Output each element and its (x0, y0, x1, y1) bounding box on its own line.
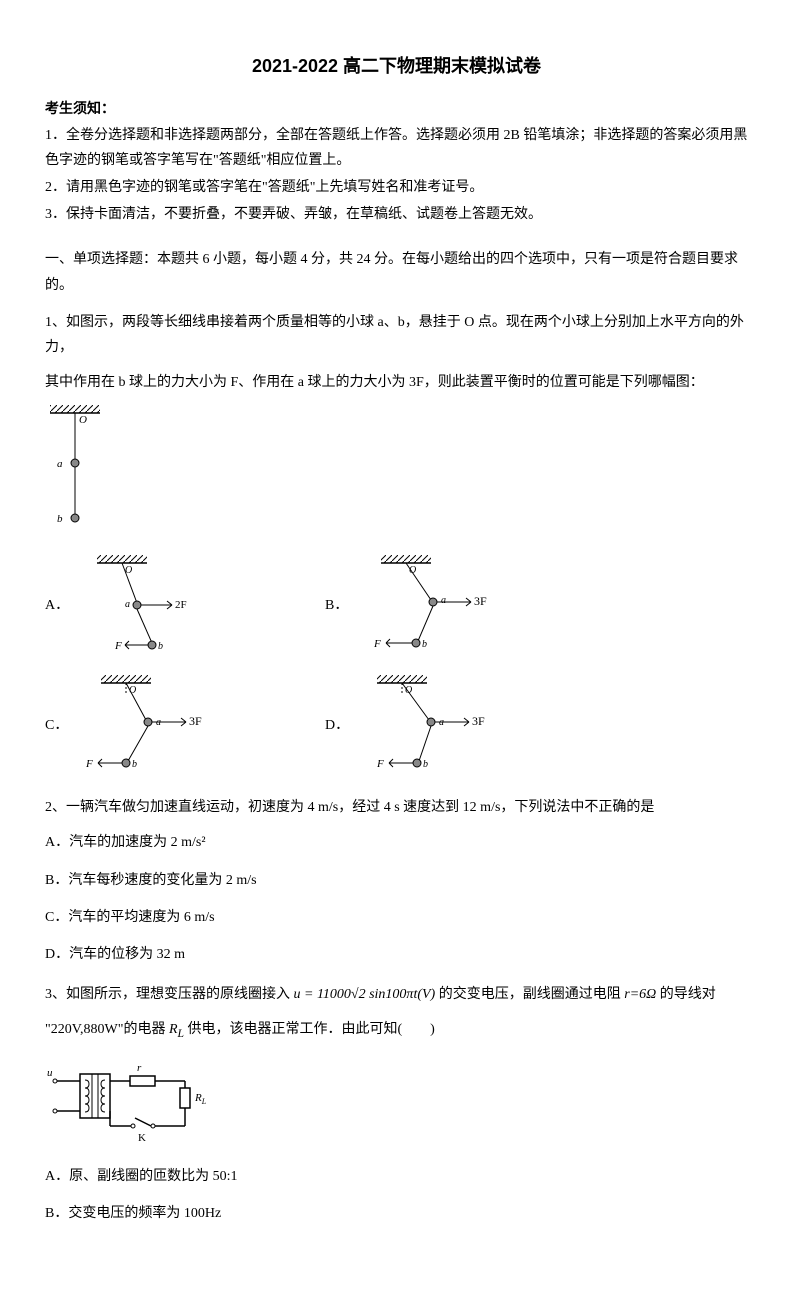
q2-optB: B．汽车每秒速度的变化量为 2 m/s (45, 868, 748, 893)
q3-text2: 的交变电压，副线圈通过电阻 (439, 987, 621, 1002)
label-3F-B: 3F (474, 594, 487, 608)
q1-initial-diagram: O a b (45, 405, 748, 535)
q1-optB-label: B． (325, 593, 348, 618)
q1-diagram-D: O a 3F b F (357, 675, 507, 775)
question-2: 2、一辆汽车做匀加速直线运动，初速度为 4 m/s，经过 4 s 速度达到 12… (45, 795, 748, 967)
svg-text:a: a (125, 599, 130, 610)
notice-header: 考生须知： (45, 97, 748, 122)
q1-row-CD: C． O a 3F b (45, 675, 748, 775)
q2-optD: D．汽车的位移为 32 m (45, 942, 748, 967)
notice-block: 考生须知： 1．全卷分选择题和非选择题两部分，全部在答题纸上作答。选择题必须用 … (45, 97, 748, 227)
q3-text3: 的导线对 (660, 987, 716, 1002)
q2-optC: C．汽车的平均速度为 6 m/s (45, 905, 748, 930)
q1-optC-label: C． (45, 713, 68, 738)
q3-formula: u = 11000√2 sin100πt(V) (294, 987, 436, 1002)
section-1-header: 一、单项选择题：本题共 6 小题，每小题 4 分，共 24 分。在每小题给出的四… (45, 247, 748, 297)
svg-text:F: F (373, 638, 381, 650)
q1-text-1: 1、如图示，两段等长细线串接着两个质量相等的小球 a、b，悬挂于 O 点。现在两… (45, 310, 748, 360)
svg-text:a: a (441, 595, 446, 606)
q3-formula2: r=6Ω (624, 987, 656, 1002)
svg-text:F: F (376, 758, 384, 770)
svg-text:O: O (409, 565, 416, 576)
label-2F: 2F (175, 599, 187, 611)
q2-text: 2、一辆汽车做匀加速直线运动，初速度为 4 m/s，经过 4 s 速度达到 12… (45, 795, 748, 820)
q3-text1: 3、如图所示，理想变压器的原线圈接入 (45, 987, 290, 1002)
svg-text:u: u (47, 1067, 53, 1079)
q3-optB: B．交变电压的频率为 100Hz (45, 1201, 748, 1226)
q1-diagram-C: O a 3F b F (76, 675, 226, 775)
q1-row-AB: A． O a 2F b (45, 555, 748, 655)
notice-item-2: 2．请用黑色字迹的钢笔或答字笔在"答题纸"上先填写姓名和准考证号。 (45, 175, 748, 200)
q3-line2: "220V,880W"的电器 RL 供电，该电器正常工作．由此可知( ) (45, 1017, 748, 1044)
q2-optA: A．汽车的加速度为 2 m/s² (45, 830, 748, 855)
svg-text:F: F (85, 758, 93, 770)
svg-text:b: b (423, 759, 428, 770)
label-O: O (79, 414, 87, 426)
q1-text-2: 其中作用在 b 球上的力大小为 F、作用在 a 球上的力大小为 3F，则此装置平… (45, 370, 748, 395)
svg-text:O: O (405, 685, 412, 696)
notice-item-1: 1．全卷分选择题和非选择题两部分，全部在答题纸上作答。选择题必须用 2B 铅笔填… (45, 123, 748, 173)
q1-diagram-B: O a 3F b F (356, 555, 506, 655)
q3-line1: 3、如图所示，理想变压器的原线圈接入 u = 11000√2 sin100πt(… (45, 982, 748, 1007)
q3-diagram: u r RL K (45, 1056, 748, 1146)
label-a: a (57, 458, 63, 470)
svg-text:F: F (114, 640, 122, 652)
svg-text:RL: RL (194, 1092, 207, 1106)
page-title: 2021-2022 高二下物理期末模拟试卷 (45, 50, 748, 82)
svg-text:b: b (158, 641, 163, 652)
label-K: K (138, 1132, 146, 1144)
q1-diagram-A: O a 2F b F (77, 555, 207, 655)
svg-text:b: b (422, 639, 427, 650)
q1-optD-label: D． (325, 713, 349, 738)
label-r: r (137, 1062, 142, 1074)
label-3F-D: 3F (472, 714, 485, 728)
q1-optA-label: A． (45, 593, 69, 618)
label-3F-C: 3F (189, 714, 202, 728)
question-1: 1、如图示，两段等长细线串接着两个质量相等的小球 a、b，悬挂于 O 点。现在两… (45, 310, 748, 776)
label-b: b (57, 513, 63, 525)
notice-item-3: 3．保持卡面清洁，不要折叠，不要弄破、弄皱，在草稿纸、试题卷上答题无效。 (45, 202, 748, 227)
q3-optA: A．原、副线圈的匝数比为 50:1 (45, 1164, 748, 1189)
question-3: 3、如图所示，理想变压器的原线圈接入 u = 11000√2 sin100πt(… (45, 982, 748, 1226)
svg-text:b: b (132, 759, 137, 770)
